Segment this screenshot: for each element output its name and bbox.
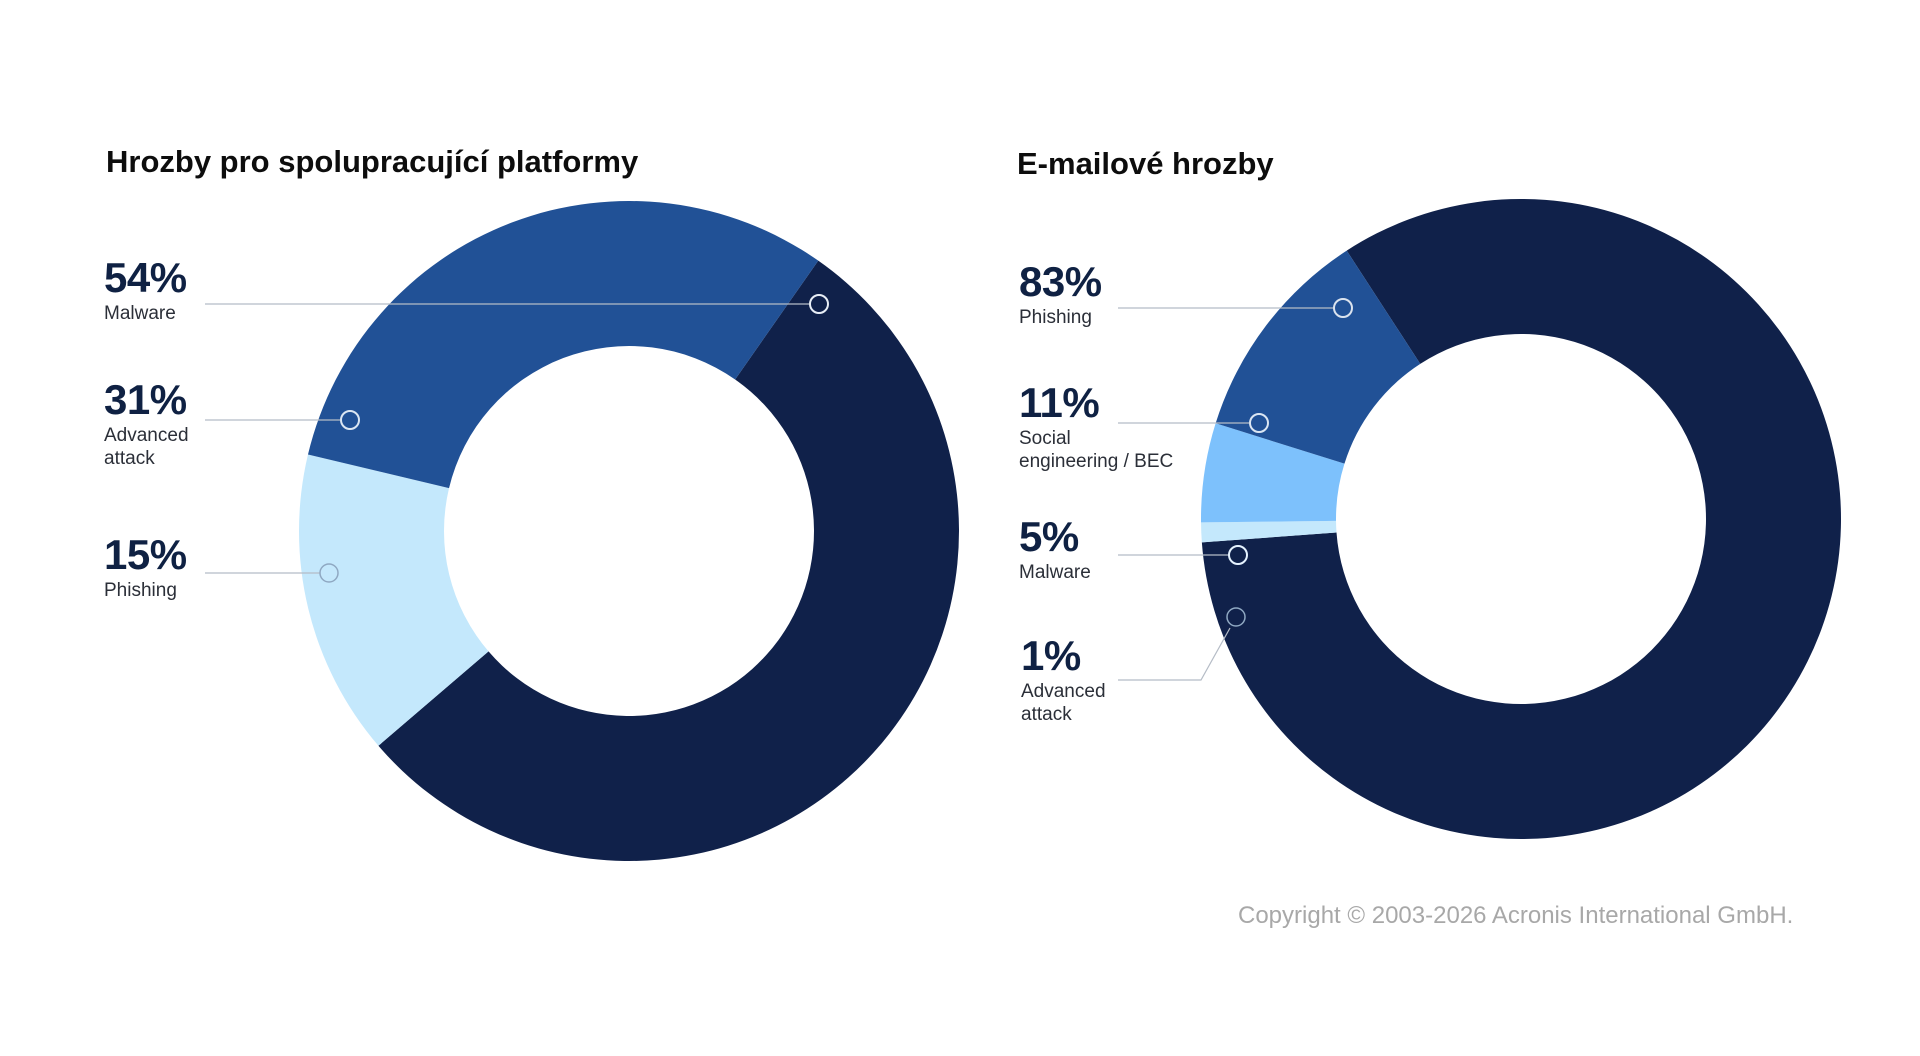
- callout-percent: 11%: [1019, 379, 1100, 426]
- callout-percent: 54%: [104, 254, 187, 301]
- callout-percent: 15%: [104, 531, 187, 578]
- donut-slice-phishing: [1201, 199, 1841, 840]
- callout-label: attack: [1021, 704, 1072, 725]
- callout-right-phishing: 83% Phishing: [1019, 260, 1102, 329]
- callout-percent: 31%: [104, 376, 187, 423]
- callout-label: Advanced: [104, 425, 189, 446]
- callout-label: Malware: [1019, 562, 1091, 583]
- callout-left-malware: 54% Malware: [104, 256, 187, 325]
- callout-left-advanced-attack: 31% Advanced attack: [104, 378, 189, 470]
- callout-label: attack: [104, 448, 155, 469]
- callout-label: Phishing: [104, 580, 177, 601]
- callout-percent: 5%: [1019, 513, 1079, 560]
- donut-slice-malware: [1201, 423, 1345, 523]
- donut-slice-advanced-attack: [307, 200, 819, 489]
- callout-label: Advanced: [1021, 681, 1106, 702]
- callout-label: engineering / BEC: [1019, 451, 1174, 472]
- donut-slice-malware: [378, 260, 960, 862]
- copyright-notice: Copyright © 2003-2026 Acronis Internatio…: [1238, 902, 1794, 929]
- callout-label: Social: [1019, 428, 1071, 449]
- donut-chart-email: [1201, 199, 1841, 840]
- chart-title-collaboration: Hrozby pro spolupracující platformy: [106, 144, 639, 179]
- callout-percent: 1%: [1021, 632, 1081, 679]
- callout-left-phishing: 15% Phishing: [104, 533, 187, 602]
- donut-slice-advanced-attack: [1201, 520, 1337, 543]
- callout-right-social-engineering: 11% Social engineering / BEC: [1019, 381, 1173, 473]
- donut-slice-social-engineering-bec: [1215, 250, 1421, 464]
- donut-chart-collaboration: [299, 200, 960, 862]
- donut-slice-phishing: [299, 454, 489, 746]
- callout-right-advanced-attack: 1% Advanced attack: [1021, 634, 1106, 726]
- chart-title-email: E-mailové hrozby: [1017, 146, 1274, 181]
- callout-label: Malware: [104, 303, 176, 324]
- callout-right-malware: 5% Malware: [1019, 515, 1091, 584]
- callout-percent: 83%: [1019, 258, 1102, 305]
- callout-label: Phishing: [1019, 307, 1092, 328]
